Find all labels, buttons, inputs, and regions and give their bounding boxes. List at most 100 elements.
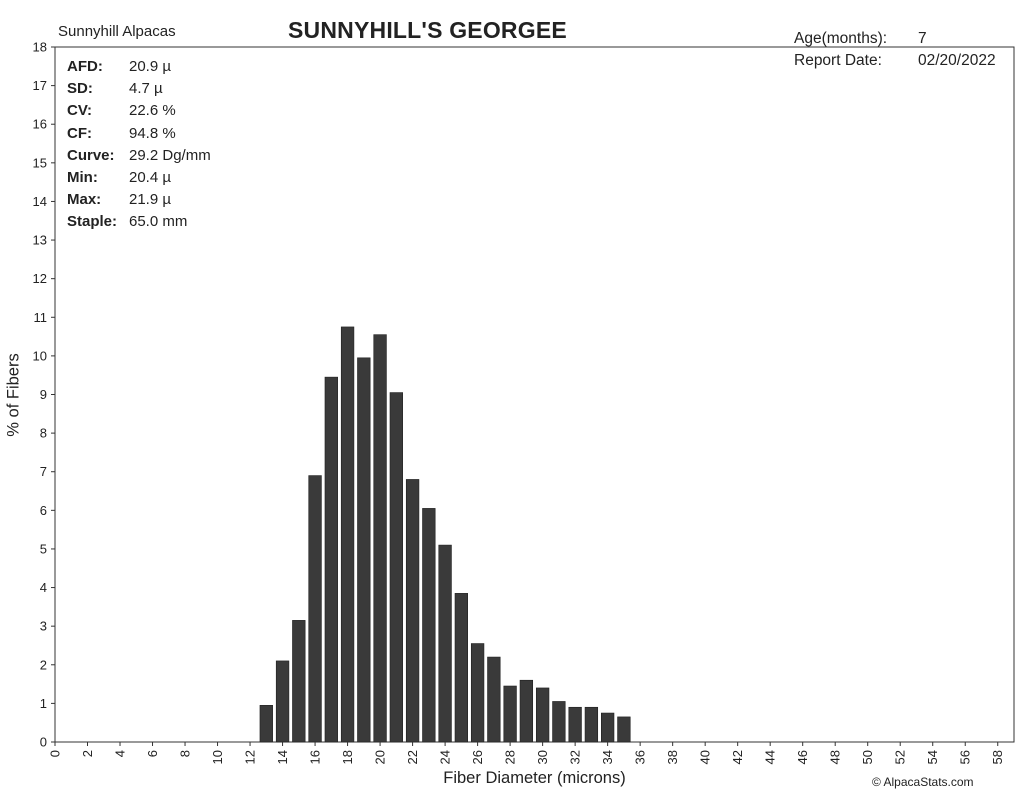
y-tick-label: 0 — [40, 735, 47, 750]
stat-label: CF: — [67, 124, 92, 142]
x-tick-label: 26 — [470, 750, 485, 764]
y-tick-label: 4 — [40, 580, 47, 595]
bar — [552, 701, 566, 743]
x-tick-label: 22 — [405, 750, 420, 764]
meta-value: 02/20/2022 — [918, 52, 996, 69]
x-tick-label: 4 — [113, 750, 128, 757]
x-tick-label: 30 — [535, 750, 550, 764]
bar — [438, 544, 452, 743]
x-tick-label: 38 — [665, 750, 680, 764]
bar — [292, 620, 306, 743]
y-tick-label: 3 — [40, 619, 47, 634]
x-tick-label: 28 — [503, 750, 518, 764]
x-tick-label: 24 — [438, 750, 453, 764]
x-tick-label: 6 — [145, 750, 160, 757]
stat-label: AFD: — [67, 58, 103, 75]
stat-value: 20.4 µ — [129, 169, 172, 187]
x-tick-label: 48 — [828, 750, 843, 764]
stat-value: 21.9 µ — [129, 191, 172, 209]
y-tick-label: 16 — [33, 117, 47, 132]
meta-value: 7 — [918, 30, 927, 47]
stat-row-afd: AFD: 20.9 µ — [67, 56, 211, 78]
y-tick-label: 2 — [40, 657, 47, 672]
stat-row-cv: CV: 22.6 % — [67, 100, 211, 122]
y-tick-label: 11 — [34, 310, 48, 325]
stat-label: Max: — [67, 191, 102, 209]
bar — [405, 479, 420, 743]
brand-name: Sunnyhill Alpacas — [58, 23, 176, 40]
stat-label: Min: — [67, 169, 98, 187]
bar — [373, 334, 387, 743]
y-tick-label: 18 — [33, 40, 47, 55]
bar — [275, 660, 290, 743]
y-tick-label: 13 — [33, 233, 47, 248]
stat-label: CV: — [67, 102, 93, 120]
meta-row-age: Age(months): 7 — [794, 28, 996, 50]
stat-label: Curve: — [67, 146, 115, 164]
report-meta: Age(months): 7 Report Date: 02/20/2022 — [794, 28, 996, 72]
x-tick-label: 18 — [340, 750, 355, 764]
stat-value: 29.2 Dg/mm — [129, 146, 211, 164]
y-tick-label: 9 — [40, 387, 47, 402]
x-tick-label: 54 — [925, 750, 940, 764]
bar — [503, 685, 517, 743]
y-tick-label: 10 — [33, 348, 47, 363]
stat-row-cf: CF: 94.8 % — [67, 123, 211, 145]
bar — [422, 508, 436, 743]
bar — [324, 376, 338, 743]
stat-row-staple: Staple: 65.0 mm — [67, 211, 211, 233]
x-tick-label: 56 — [958, 750, 973, 764]
stat-value: 20.9 µ — [129, 58, 172, 75]
y-tick-label: 6 — [40, 503, 47, 518]
y-tick-label: 14 — [33, 194, 47, 209]
meta-row-date: Report Date: 02/20/2022 — [794, 50, 996, 72]
bar — [389, 392, 403, 743]
x-axis-ticks: 0 2 4 6 8 10 12 14 16 18 20 22 24 26 28 30 32 34 36 38 40 42 4… — [48, 742, 1005, 764]
meta-label: Age(months): — [794, 30, 888, 47]
x-tick-label: 50 — [860, 750, 875, 764]
x-tick-label: 10 — [210, 750, 225, 764]
y-tick-label: 5 — [40, 541, 47, 556]
stat-label: SD: — [67, 80, 93, 98]
bar — [519, 679, 534, 743]
x-tick-label: 8 — [178, 750, 193, 757]
copyright-notice: © AlpacaStats.com — [872, 775, 974, 789]
stat-row-min: Min: 20.4 µ — [67, 167, 211, 189]
bar — [470, 643, 485, 743]
x-tick-label: 20 — [373, 750, 388, 764]
x-tick-label: 46 — [795, 750, 810, 764]
x-tick-label: 36 — [633, 750, 648, 764]
y-tick-label: 7 — [40, 464, 47, 479]
x-tick-label: 42 — [730, 750, 745, 764]
bar — [584, 706, 599, 743]
bar — [454, 593, 468, 743]
x-tick-label: 52 — [893, 750, 908, 764]
x-tick-label: 34 — [600, 750, 615, 764]
meta-label: Report Date: — [794, 52, 882, 69]
bar — [617, 716, 631, 743]
bar — [601, 712, 615, 743]
x-tick-label: 58 — [990, 750, 1005, 764]
bar — [568, 706, 582, 743]
stat-value: 94.8 % — [129, 124, 176, 142]
bar — [308, 475, 322, 743]
bar — [487, 656, 501, 743]
stat-row-curve: Curve: 29.2 Dg/mm — [67, 145, 211, 167]
y-axis-label: % of Fibers — [4, 353, 23, 437]
y-tick-label: 12 — [33, 271, 47, 286]
stat-row-max: Max: 21.9 µ — [67, 189, 211, 211]
y-tick-label: 8 — [40, 426, 47, 441]
x-tick-label: 2 — [80, 750, 95, 757]
bar — [535, 687, 550, 743]
chart-title: SUNNYHILL'S GEORGEE — [288, 17, 567, 43]
x-tick-label: 14 — [275, 750, 290, 764]
stat-value: 65.0 mm — [129, 213, 188, 231]
chart-bars — [259, 326, 631, 743]
x-axis-label: Fiber Diameter (microns) — [443, 769, 626, 787]
x-tick-label: 32 — [568, 750, 583, 764]
x-tick-label: 16 — [308, 750, 323, 764]
x-tick-label: 44 — [763, 750, 778, 764]
bar — [340, 326, 355, 743]
